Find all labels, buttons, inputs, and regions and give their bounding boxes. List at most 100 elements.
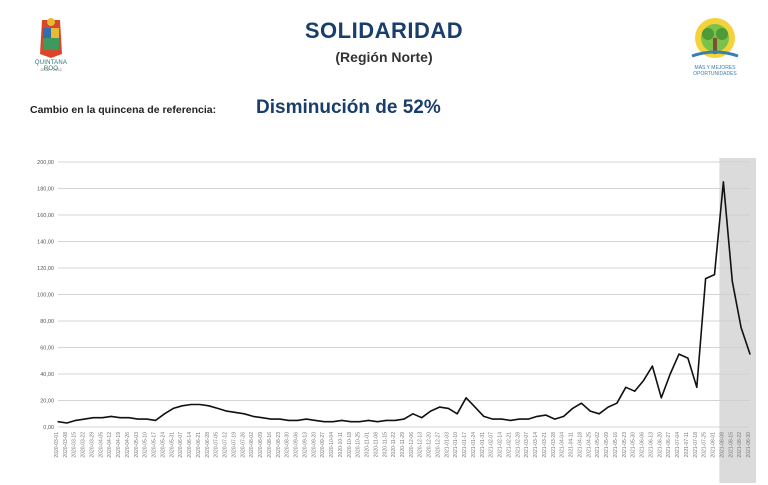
logo-years: 2016 - 2022 <box>40 67 62 72</box>
data-point <box>146 418 148 420</box>
logo-slogan-line-2: OPORTUNIDADES <box>693 71 737 77</box>
data-point <box>421 417 423 419</box>
x-tick-label: 2021-01-24 <box>471 432 477 458</box>
x-tick-label: 2020-06-07 <box>178 432 184 458</box>
x-tick-label: 2020-05-17 <box>152 432 158 458</box>
x-tick-label: 2020-03-01 <box>54 432 60 458</box>
x-tick-label: 2020-09-13 <box>302 432 308 458</box>
data-point <box>642 380 645 382</box>
y-tick-label: 200,00 <box>37 160 54 166</box>
data-point <box>288 419 290 421</box>
x-tick-label: 2021-01-31 <box>480 432 486 458</box>
x-tick-label: 2021-04-25 <box>586 432 592 458</box>
x-tick-label: 2021-07-18 <box>693 432 699 458</box>
x-tick-label: 2021-02-14 <box>498 432 504 458</box>
data-point <box>518 418 520 420</box>
y-tick-label: 60,00 <box>40 346 54 352</box>
data-point <box>500 418 503 420</box>
x-tick-label: 2020-08-23 <box>276 432 282 458</box>
y-tick-label: 40,00 <box>40 372 54 378</box>
data-point <box>483 415 485 417</box>
x-tick-label: 2020-08-16 <box>267 432 273 458</box>
x-tick-label: 2020-06-28 <box>205 432 211 458</box>
x-tick-label: 2021-06-27 <box>666 432 672 458</box>
x-tick-label: 2020-06-21 <box>196 432 202 458</box>
x-tick-label: 2021-05-30 <box>631 432 637 458</box>
data-point <box>66 422 68 424</box>
chart-series <box>57 181 751 424</box>
y-tick-label: 80,00 <box>40 319 54 325</box>
x-tick-label: 2020-04-05 <box>98 432 104 458</box>
mas-mejores-oportunidades-logo: MÁS Y MEJORES OPORTUNIDADES <box>682 16 748 82</box>
data-point <box>731 280 733 282</box>
data-point <box>545 414 547 416</box>
x-tick-label: 2021-06-20 <box>657 432 663 458</box>
data-point <box>687 357 689 359</box>
x-tick-label: 2021-03-21 <box>542 432 548 458</box>
logo-caption: QUINTANA ROO <box>34 60 68 72</box>
x-tick-label: 2020-05-10 <box>143 432 149 458</box>
quintana-roo-logo: QUINTANA ROO 2016 - 2022 <box>28 14 74 80</box>
data-point <box>571 407 574 410</box>
y-tick-label: 100,00 <box>37 293 54 299</box>
x-tick-label: 2020-11-15 <box>382 432 388 457</box>
data-point <box>580 402 583 404</box>
y-tick-label: 180,00 <box>37 187 54 193</box>
data-point <box>172 407 174 410</box>
x-tick-label: 2021-08-08 <box>719 432 725 458</box>
data-point <box>128 417 130 419</box>
data-point <box>323 421 325 423</box>
data-point <box>598 413 600 415</box>
data-point <box>394 419 396 421</box>
data-point <box>208 405 210 407</box>
page-title: SOLIDARIDAD <box>304 18 464 43</box>
data-point <box>527 418 529 420</box>
data-point <box>75 419 77 421</box>
data-point <box>616 402 618 404</box>
x-tick-label: 2020-03-08 <box>63 432 69 458</box>
data-point <box>385 419 387 421</box>
x-tick-label: 2021-02-07 <box>489 432 495 458</box>
x-tick-label: 2021-05-09 <box>604 432 610 458</box>
x-tick-label: 2020-03-29 <box>89 432 95 458</box>
data-point <box>359 421 361 423</box>
logo-slogan: MÁS Y MEJORES OPORTUNIDADES <box>682 65 748 77</box>
data-point <box>607 406 609 408</box>
data-point <box>225 410 228 412</box>
y-tick-label: 120,00 <box>37 266 54 272</box>
data-point <box>563 415 565 417</box>
data-point <box>492 418 494 420</box>
x-tick-label: 2021-07-11 <box>684 432 690 457</box>
y-axis-ticks: 0,00 20,00 40,00 60,00 80,00 100,00 120,00 140,… <box>37 160 54 431</box>
data-point <box>625 386 627 388</box>
x-tick-label: 2020-04-26 <box>125 432 131 458</box>
x-tick-label: 2021-08-15 <box>728 432 734 458</box>
data-point <box>279 418 281 420</box>
data-point <box>456 413 458 415</box>
x-tick-label: 2021-04-04 <box>560 432 566 458</box>
x-tick-label: 2020-10-18 <box>347 432 353 458</box>
x-tick-label: 2020-05-03 <box>134 432 140 458</box>
data-point <box>474 406 476 408</box>
data-point <box>367 419 370 421</box>
data-point <box>447 407 449 410</box>
data-point <box>465 397 467 399</box>
x-tick-label: 2020-05-24 <box>160 432 166 458</box>
data-point <box>669 373 671 375</box>
data-point <box>261 417 263 419</box>
x-tick-label: 2020-08-30 <box>285 432 291 458</box>
data-point <box>705 278 707 280</box>
chart-grid <box>58 161 750 428</box>
x-tick-label: 2020-10-04 <box>329 432 335 458</box>
data-point <box>403 418 405 420</box>
y-tick-label: 20,00 <box>40 399 54 405</box>
x-tick-label: 2021-03-14 <box>533 432 539 458</box>
x-tick-label: 2021-03-28 <box>551 432 557 458</box>
x-tick-label: 2020-12-27 <box>435 432 441 458</box>
x-tick-label: 2020-12-13 <box>418 432 424 458</box>
data-point <box>350 421 352 423</box>
x-tick-label: 2020-03-15 <box>72 432 78 458</box>
data-point <box>722 181 724 183</box>
x-tick-label: 2021-05-23 <box>622 432 628 458</box>
reference-value: Disminución de 52% <box>256 97 441 118</box>
